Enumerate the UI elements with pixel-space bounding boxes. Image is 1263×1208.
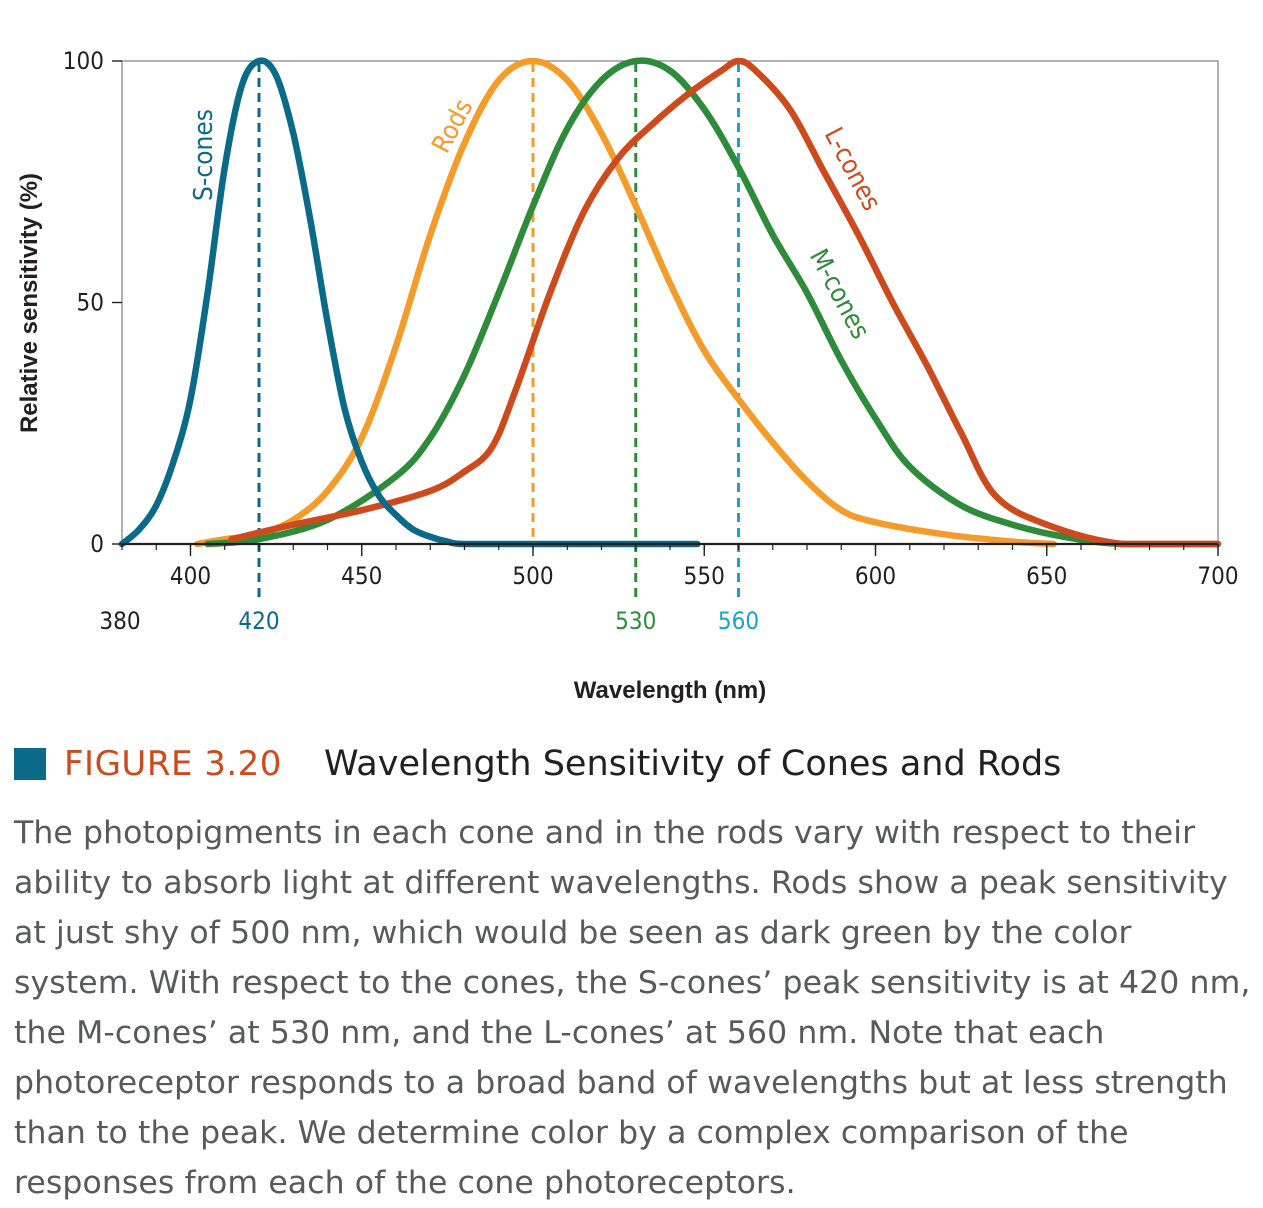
peak-label: 530 xyxy=(615,607,656,635)
series-label-l-cones: L-cones xyxy=(818,123,887,216)
series-label-m-cones: M-cones xyxy=(803,244,875,344)
x-tick-label: 400 xyxy=(170,562,211,590)
y-axis-title: Relative sensitivity (%) xyxy=(16,173,43,433)
y-tick-label: 50 xyxy=(77,289,104,317)
series-line-s-cones xyxy=(118,57,701,548)
series-line-rods xyxy=(194,57,1057,548)
caption-square-icon xyxy=(14,748,46,780)
x-axis-title: Wavelength (nm) xyxy=(574,677,766,704)
x-tick-label: 550 xyxy=(684,562,725,590)
peak-lines: 420 530 560 xyxy=(238,63,759,635)
x-tick-label: 650 xyxy=(1026,562,1067,590)
peak-label: 420 xyxy=(238,607,279,635)
series-line-l-cones xyxy=(228,57,1222,548)
figure-title: Wavelength Sensitivity of Cones and Rods xyxy=(323,744,1062,784)
x-tick-label: 450 xyxy=(341,562,382,590)
curves xyxy=(118,57,1222,548)
y-tick-label: 100 xyxy=(63,47,104,75)
x-start-label: 380 xyxy=(99,607,140,635)
x-tick-label: 600 xyxy=(855,562,896,590)
figure-number: FIGURE 3.20 xyxy=(64,744,282,784)
sensitivity-chart: 420 530 560 400 450 500 550 600 650 700 380 0 50 100… xyxy=(16,47,1239,704)
x-tick-label: 700 xyxy=(1197,562,1238,590)
plot-frame xyxy=(121,60,1219,545)
series-line-m-cones xyxy=(204,57,1222,548)
axes: 400 450 500 550 600 650 700 380 0 50 100 xyxy=(63,47,1239,635)
y-tick-label: 0 xyxy=(90,530,104,558)
x-tick-label: 500 xyxy=(512,562,553,590)
series-label-s-cones: S-cones xyxy=(189,109,219,201)
peak-label: 560 xyxy=(718,607,759,635)
figure-caption-body: The photopigments in each cone and in th… xyxy=(14,815,1251,1201)
figure-caption-header: FIGURE 3.20 Wavelength Sensitivity of Co… xyxy=(14,736,1061,792)
